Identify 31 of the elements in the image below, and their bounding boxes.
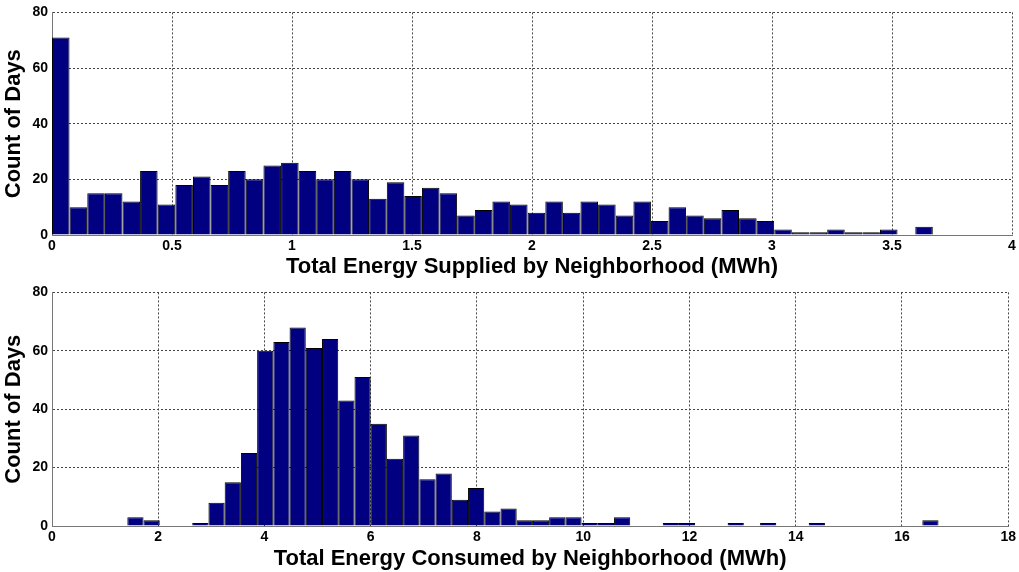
x-axis-title: Total Energy Supplied by Neighborhood (MWh) [285, 252, 779, 278]
x-tick-label: 4 [260, 528, 269, 545]
x-tick-label: 4 [1008, 237, 1017, 254]
y-tick-label: 20 [32, 458, 49, 475]
y-tick-label: 0 [40, 516, 49, 533]
y-tick-label: 80 [32, 283, 49, 300]
x-tick-label: 8 [473, 528, 482, 545]
y-tick-label: 40 [32, 114, 49, 131]
x-tick-label: 0.5 [162, 237, 182, 254]
y-tick-label: 0 [40, 225, 49, 242]
x-tick-label: 1.5 [402, 237, 422, 254]
x-axis-title: Total Energy Consumed by Neighborhood (MWh) [273, 544, 787, 570]
x-tick-label: 16 [894, 528, 910, 545]
y-tick-label: 20 [32, 170, 49, 187]
y-axis-title: Count of Days [0, 49, 26, 199]
x-tick-label: 6 [366, 528, 375, 545]
x-tick-label: 10 [575, 528, 592, 545]
x-tick-label: 1 [288, 237, 297, 254]
x-tick-label: 2 [528, 237, 537, 254]
y-tick-label: 60 [32, 341, 49, 358]
x-tick-label: 18 [1000, 528, 1017, 545]
y-axis-title: Count of Days [0, 334, 26, 484]
x-tick-label: 12 [681, 528, 698, 545]
x-tick-label: 3 [768, 237, 777, 254]
x-tick-label: 2.5 [642, 237, 662, 254]
y-tick-label: 80 [32, 3, 49, 20]
y-tick-label: 40 [32, 400, 49, 417]
x-tick-label: 3.5 [882, 237, 902, 254]
x-tick-label: 14 [787, 528, 804, 545]
x-tick-label: 2 [154, 528, 163, 545]
y-tick-label: 60 [32, 58, 49, 75]
